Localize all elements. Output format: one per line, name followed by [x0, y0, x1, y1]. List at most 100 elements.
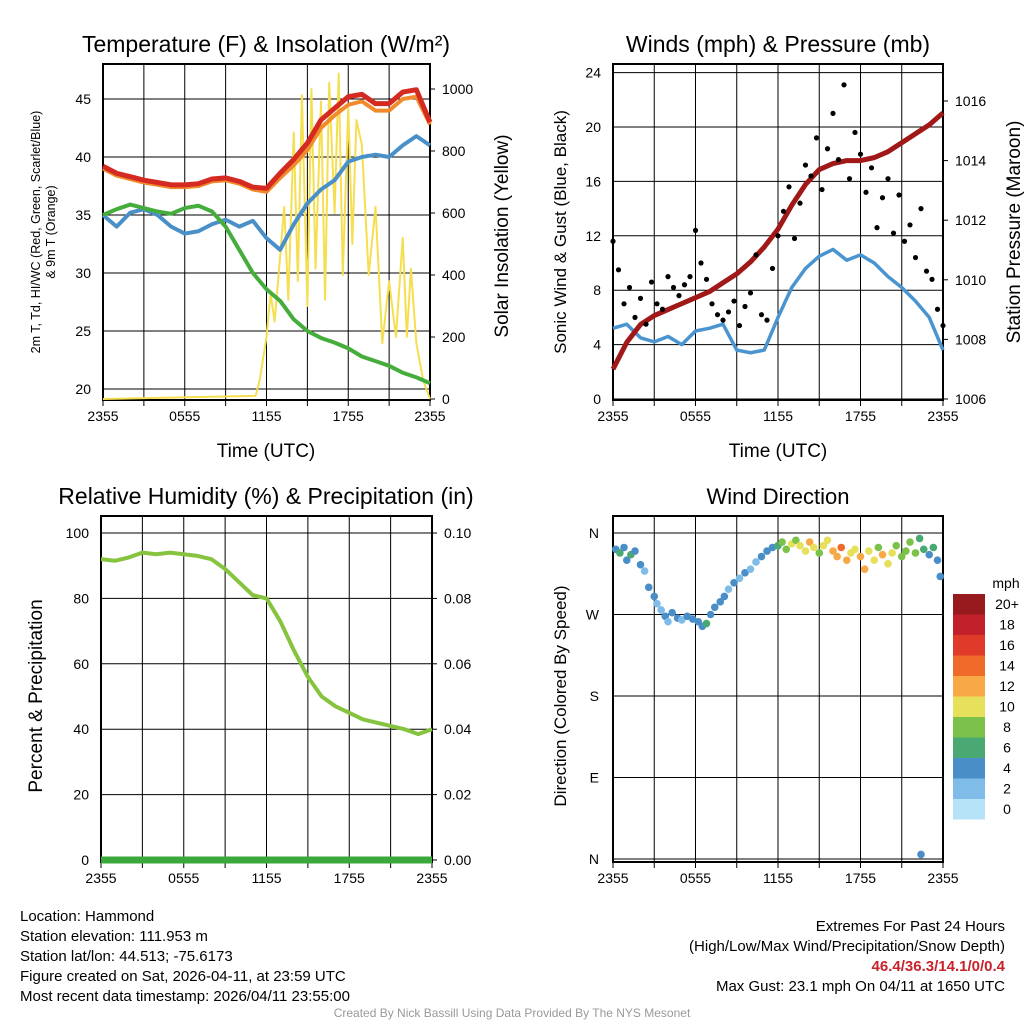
gust-point: [681, 282, 688, 288]
direction-point: [823, 536, 832, 545]
gust-point: [846, 176, 853, 182]
y2-tick-label: 1006: [955, 391, 986, 407]
y-tick-label: 25: [75, 323, 91, 339]
gust-point: [934, 306, 941, 312]
gust-point: [940, 322, 946, 329]
extremes-info: Extremes For Past 24 Hours (High/Low/Max…: [689, 917, 1005, 997]
y-tick-label: 60: [73, 656, 89, 672]
gust-point: [654, 301, 660, 307]
y2-tick-label: 1008: [955, 331, 986, 347]
direction-point: [644, 583, 653, 592]
direction-point: [677, 616, 686, 624]
gust-point: [736, 322, 743, 329]
x-tick-label: 0555: [680, 870, 711, 886]
y-tick-label: 20: [73, 787, 89, 803]
rh-line: [100, 550, 433, 737]
x-tick-label: 0555: [168, 870, 199, 886]
y2-tick-label: 0.06: [444, 656, 471, 672]
direction-point: [620, 543, 628, 552]
direction-point: [706, 610, 715, 619]
direction-point: [657, 606, 665, 614]
gust-point: [857, 151, 864, 157]
y-tick-label: E: [590, 770, 599, 786]
legend-label: 8: [1003, 719, 1011, 735]
direction-point: [710, 603, 719, 612]
gust-point: [852, 129, 858, 136]
series-hiwc: [101, 134, 432, 252]
y-axis-label: 2m T, Td, HI/WC (Red, Green, Scarlet/Blu…: [29, 111, 43, 354]
x-tick-label: 1155: [763, 408, 793, 424]
chart-title: Relative Humidity (%) & Precipitation (i…: [58, 483, 473, 509]
direction-point: [864, 547, 873, 555]
x-tick-label: 1755: [334, 870, 365, 886]
gust-point: [830, 110, 836, 116]
x-tick-label: 2355: [416, 870, 447, 886]
legend-swatch: [953, 737, 985, 758]
y2-tick-label: 0.04: [444, 721, 471, 737]
x-axis-label: Time (UTC): [729, 441, 828, 462]
gust-point: [703, 276, 710, 282]
x-tick-label: 1155: [763, 870, 793, 886]
direction-point: [757, 552, 766, 561]
gust-point: [819, 186, 825, 193]
direction-point: [805, 538, 814, 546]
recent-data-text: Most recent data timestamp: 2026/04/11 2…: [20, 988, 350, 1005]
gust-point: [648, 279, 655, 285]
x-tick-label: 2355: [597, 408, 628, 424]
y2-tick-label: 200: [442, 329, 466, 345]
y-tick-label: 4: [593, 337, 601, 353]
direction-point: [815, 549, 824, 557]
credit-text: Created By Nick Bassill Using Data Provi…: [333, 1006, 691, 1020]
gust-point: [769, 265, 776, 272]
gust-point: [731, 298, 737, 304]
gust-point: [835, 157, 842, 163]
legend-label: 18: [999, 617, 1015, 633]
y-tick-label: 12: [585, 228, 601, 244]
x-tick-label: 2355: [87, 408, 118, 424]
y2-tick-label: 0: [442, 391, 450, 407]
direction-point: [925, 550, 934, 559]
direction-point: [917, 850, 925, 859]
y-tick-label: 30: [75, 265, 91, 281]
y-axis-label: Direction (Colored By Speed): [551, 585, 570, 806]
extremes-subtitle: (High/Low/Max Wind/Precipitation/Snow De…: [689, 938, 1005, 955]
gust-point: [841, 82, 847, 88]
chart-title: Wind Direction: [706, 484, 849, 509]
pressure-line: [610, 111, 945, 371]
direction-point: [735, 574, 744, 583]
gust-point: [665, 274, 671, 280]
y-tick-label: W: [586, 607, 600, 623]
direction-point: [702, 619, 711, 628]
direction-point: [741, 569, 749, 577]
y-tick-label: 16: [585, 173, 601, 189]
gust-point: [912, 254, 919, 261]
gust-point: [890, 230, 897, 236]
x-tick-label: 2355: [85, 870, 116, 886]
y-axis-label-2: & 9m T (Orange): [44, 185, 58, 278]
direction-point: [860, 565, 869, 574]
y-tick-label: 20: [585, 119, 601, 135]
gust-point: [758, 312, 765, 318]
gust-point: [863, 189, 869, 195]
gust-point: [901, 238, 908, 244]
direction-point: [915, 534, 924, 543]
direction-point: [874, 543, 883, 552]
gust-point: [764, 317, 770, 323]
direction-point: [636, 560, 645, 569]
legend-label: 14: [999, 658, 1015, 674]
gust-point: [692, 227, 699, 233]
gust-point: [714, 312, 721, 318]
gust-point: [676, 293, 682, 299]
direction-point: [919, 545, 928, 554]
gust-point: [709, 301, 715, 307]
direction-point: [650, 592, 659, 601]
series-temp: [101, 87, 433, 191]
extremes-values: 46.4/36.3/14.1/0/0.4: [871, 958, 1005, 975]
legend-swatch: [953, 799, 985, 820]
y2-tick-label: 0.08: [444, 590, 471, 606]
direction-point: [716, 598, 725, 606]
y-tick-label: 35: [75, 207, 91, 223]
legend-label: 0: [1003, 801, 1011, 817]
y-tick-label: 80: [73, 590, 89, 606]
gust-point: [747, 290, 754, 296]
